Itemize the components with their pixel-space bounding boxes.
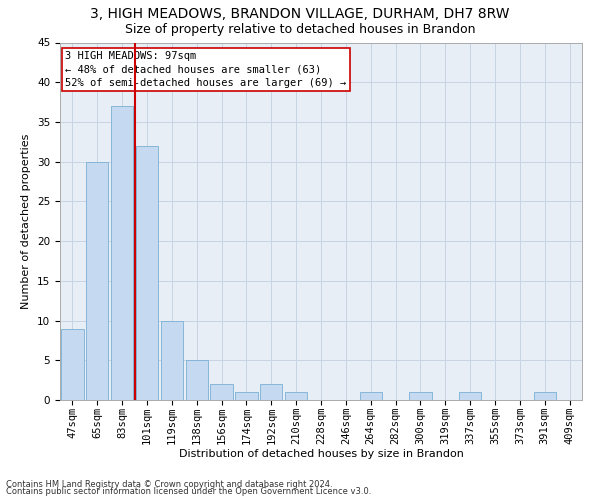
Bar <box>161 320 183 400</box>
Bar <box>111 106 133 400</box>
Text: 3, HIGH MEADOWS, BRANDON VILLAGE, DURHAM, DH7 8RW: 3, HIGH MEADOWS, BRANDON VILLAGE, DURHAM… <box>90 8 510 22</box>
Text: Size of property relative to detached houses in Brandon: Size of property relative to detached ho… <box>125 22 475 36</box>
Bar <box>260 384 283 400</box>
Bar <box>136 146 158 400</box>
Bar <box>459 392 481 400</box>
Bar <box>86 162 109 400</box>
Bar <box>359 392 382 400</box>
Bar <box>409 392 431 400</box>
Bar <box>185 360 208 400</box>
Bar <box>533 392 556 400</box>
Bar <box>235 392 257 400</box>
X-axis label: Distribution of detached houses by size in Brandon: Distribution of detached houses by size … <box>179 450 463 460</box>
Bar <box>211 384 233 400</box>
Text: Contains HM Land Registry data © Crown copyright and database right 2024.: Contains HM Land Registry data © Crown c… <box>6 480 332 489</box>
Text: Contains public sector information licensed under the Open Government Licence v3: Contains public sector information licen… <box>6 488 371 496</box>
Text: 3 HIGH MEADOWS: 97sqm
← 48% of detached houses are smaller (63)
52% of semi-deta: 3 HIGH MEADOWS: 97sqm ← 48% of detached … <box>65 52 346 88</box>
Y-axis label: Number of detached properties: Number of detached properties <box>22 134 31 309</box>
Bar <box>285 392 307 400</box>
Bar <box>61 328 83 400</box>
